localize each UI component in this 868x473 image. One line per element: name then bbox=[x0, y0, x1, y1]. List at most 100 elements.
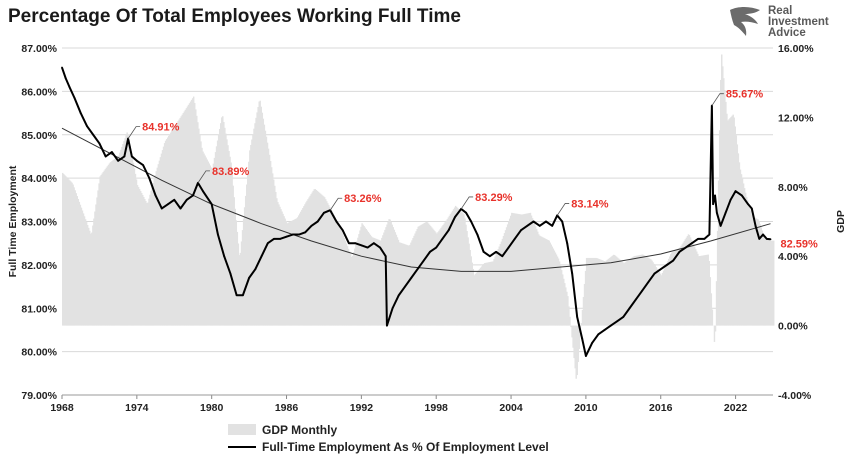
full-time-point bbox=[734, 190, 737, 193]
gdp-bar bbox=[408, 245, 410, 326]
gdp-bar bbox=[435, 232, 437, 326]
gdp-bar bbox=[455, 206, 458, 326]
gdp-bar bbox=[182, 113, 185, 326]
full-time-point bbox=[148, 177, 151, 180]
full-time-point bbox=[192, 194, 194, 197]
full-time-point bbox=[160, 207, 163, 210]
full-time-point bbox=[185, 198, 188, 201]
gdp-bar bbox=[142, 195, 144, 326]
gdp-bar bbox=[750, 210, 752, 326]
gdp-bar bbox=[91, 232, 93, 326]
gdp-bar bbox=[571, 325, 573, 338]
gdp-bar bbox=[417, 226, 419, 326]
gdp-bar bbox=[287, 222, 290, 326]
full-time-point bbox=[366, 246, 369, 249]
gdp-bar bbox=[418, 226, 420, 326]
gdp-bar bbox=[630, 258, 633, 326]
gdp-bar bbox=[373, 238, 376, 326]
full-time-point bbox=[142, 164, 144, 167]
gdp-bar bbox=[563, 278, 565, 326]
gdp-bar bbox=[705, 254, 707, 326]
gdp-bar bbox=[741, 178, 744, 326]
full-time-point bbox=[691, 242, 693, 245]
gdp-bar bbox=[422, 223, 425, 326]
full-time-point bbox=[454, 216, 456, 219]
y-tick-label: 84.00% bbox=[21, 173, 57, 185]
gdp-bar bbox=[451, 210, 454, 326]
gdp-bar bbox=[415, 231, 417, 326]
gdp-bar bbox=[375, 238, 378, 326]
gdp-bar bbox=[572, 325, 574, 348]
gdp-bar bbox=[135, 179, 138, 326]
gdp-bar bbox=[726, 113, 728, 326]
gdp-bar bbox=[343, 238, 346, 326]
full-time-point bbox=[429, 250, 431, 253]
gdp-bar bbox=[582, 296, 585, 326]
gdp-bar bbox=[291, 220, 294, 326]
full-time-point bbox=[703, 237, 706, 240]
gdp-bar bbox=[662, 270, 665, 326]
gdp-bar bbox=[476, 271, 479, 326]
full-time-point bbox=[260, 255, 263, 258]
gdp-bar bbox=[702, 255, 704, 326]
gdp-bar bbox=[273, 179, 275, 326]
gdp-bar bbox=[573, 325, 575, 359]
gdp-bar bbox=[565, 287, 567, 326]
full-time-point bbox=[410, 276, 413, 279]
gdp-bar bbox=[482, 263, 485, 326]
gdp-bar bbox=[335, 219, 337, 326]
gdp-bar bbox=[548, 240, 550, 326]
gdp-bar bbox=[186, 106, 189, 326]
gdp-bar bbox=[399, 242, 402, 326]
full-time-point bbox=[210, 203, 213, 206]
gdp-bar bbox=[744, 192, 747, 326]
gdp-bar bbox=[247, 173, 249, 326]
gdp-bar bbox=[503, 233, 506, 326]
gdp-bar bbox=[92, 225, 94, 326]
gdp-bar bbox=[467, 237, 469, 326]
gdp-bar bbox=[98, 183, 100, 326]
gdp-bar bbox=[420, 224, 423, 326]
gdp-bar bbox=[169, 134, 171, 326]
gdp-bar bbox=[316, 190, 319, 326]
x-tick-label: 1986 bbox=[275, 402, 299, 414]
gdp-bar bbox=[530, 215, 533, 326]
gdp-bar bbox=[469, 249, 471, 326]
full-time-point bbox=[708, 233, 711, 236]
gdp-bar bbox=[314, 189, 317, 326]
gdp-bar bbox=[739, 169, 742, 326]
gdp-bar bbox=[496, 251, 498, 326]
y2-tick-label: 0.00% bbox=[778, 321, 808, 333]
gdp-bar bbox=[635, 255, 638, 326]
gdp-bar bbox=[148, 198, 150, 326]
y2-tick-label: 16.00% bbox=[778, 43, 814, 55]
gdp-bar bbox=[236, 231, 239, 326]
gdp-bar bbox=[310, 194, 312, 326]
full-time-point bbox=[202, 190, 204, 193]
gdp-bar bbox=[438, 230, 440, 326]
annotation-leader bbox=[460, 196, 474, 210]
y-tick-label: 82.00% bbox=[21, 260, 57, 272]
gdp-bar bbox=[125, 135, 127, 326]
gdp-bar bbox=[634, 255, 637, 326]
gdp-bar bbox=[506, 224, 509, 326]
gdp-bar bbox=[172, 129, 174, 326]
gdp-bar bbox=[427, 223, 430, 326]
gdp-bar bbox=[261, 112, 264, 326]
gdp-bar bbox=[753, 217, 755, 326]
full-time-point bbox=[64, 77, 67, 80]
gdp-bar bbox=[129, 145, 132, 326]
gdp-bar bbox=[441, 226, 443, 326]
gdp-bar bbox=[305, 202, 307, 326]
gdp-bar bbox=[481, 265, 484, 326]
gdp-bar bbox=[237, 243, 240, 326]
gdp-bar bbox=[157, 164, 160, 326]
x-tick-label: 1998 bbox=[425, 402, 449, 414]
gdp-bar bbox=[266, 142, 269, 326]
gdp-bar bbox=[460, 211, 462, 326]
gdp-bar bbox=[285, 220, 287, 326]
y2-tick-label: 8.00% bbox=[778, 182, 808, 194]
gdp-bar bbox=[395, 234, 398, 326]
logo-text-line3: Advice bbox=[768, 27, 806, 39]
gdp-bar bbox=[517, 213, 519, 326]
